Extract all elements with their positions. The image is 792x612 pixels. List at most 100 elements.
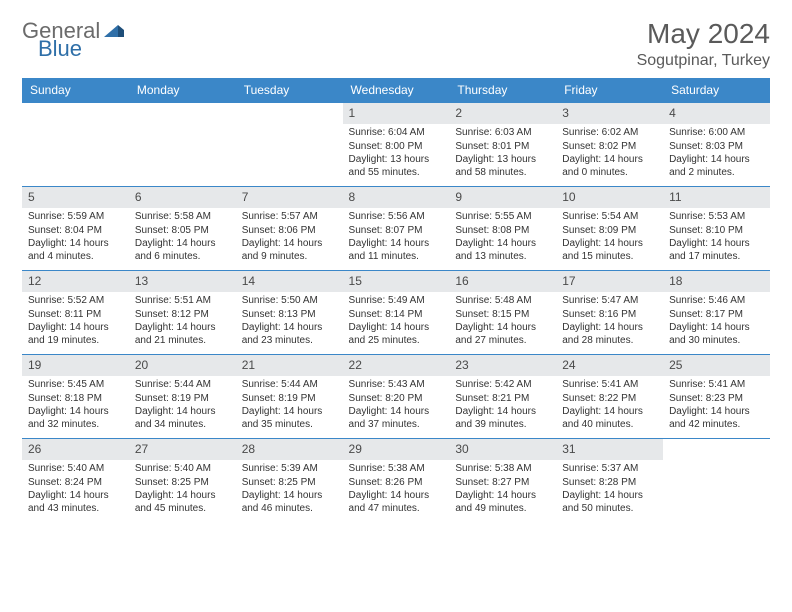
day-number: 12 [22, 271, 129, 292]
daylight-line: Daylight: 14 hours and 35 minutes. [242, 406, 337, 431]
day-number: 22 [343, 355, 450, 376]
day-body: Sunrise: 5:56 AMSunset: 8:07 PMDaylight:… [343, 208, 450, 270]
logo-text-2: Blue [38, 36, 82, 62]
day-body: Sunrise: 5:38 AMSunset: 8:26 PMDaylight:… [343, 460, 450, 522]
sunrise-line: Sunrise: 5:54 AM [562, 211, 657, 224]
daylight-line: Daylight: 14 hours and 30 minutes. [669, 322, 764, 347]
day-cell: 21Sunrise: 5:44 AMSunset: 8:19 PMDayligh… [236, 355, 343, 439]
daylight-line: Daylight: 14 hours and 39 minutes. [455, 406, 550, 431]
sunset-line: Sunset: 8:13 PM [242, 309, 337, 322]
sunrise-line: Sunrise: 5:50 AM [242, 295, 337, 308]
day-number: 3 [556, 103, 663, 124]
day-cell: 2Sunrise: 6:03 AMSunset: 8:01 PMDaylight… [449, 103, 556, 187]
day-number: 24 [556, 355, 663, 376]
day-cell: 15Sunrise: 5:49 AMSunset: 8:14 PMDayligh… [343, 271, 450, 355]
day-cell: 30Sunrise: 5:38 AMSunset: 8:27 PMDayligh… [449, 439, 556, 522]
daylight-line: Daylight: 14 hours and 21 minutes. [135, 322, 230, 347]
sunrise-line: Sunrise: 5:53 AM [669, 211, 764, 224]
day-header-wednesday: Wednesday [343, 78, 450, 103]
sunrise-line: Sunrise: 5:52 AM [28, 295, 123, 308]
sunrise-line: Sunrise: 5:45 AM [28, 379, 123, 392]
daylight-line: Daylight: 14 hours and 2 minutes. [669, 154, 764, 179]
sunset-line: Sunset: 8:26 PM [349, 477, 444, 490]
day-number: 18 [663, 271, 770, 292]
title-block: May 2024 Sogutpinar, Turkey [637, 18, 770, 70]
day-body: Sunrise: 5:44 AMSunset: 8:19 PMDaylight:… [236, 376, 343, 438]
sunset-line: Sunset: 8:23 PM [669, 393, 764, 406]
day-number: 15 [343, 271, 450, 292]
sunrise-line: Sunrise: 5:43 AM [349, 379, 444, 392]
week-row: 26Sunrise: 5:40 AMSunset: 8:24 PMDayligh… [22, 439, 770, 522]
sunrise-line: Sunrise: 5:49 AM [349, 295, 444, 308]
day-number: 30 [449, 439, 556, 460]
sunset-line: Sunset: 8:10 PM [669, 225, 764, 238]
daylight-line: Daylight: 14 hours and 0 minutes. [562, 154, 657, 179]
daylight-line: Daylight: 14 hours and 23 minutes. [242, 322, 337, 347]
day-number: 19 [22, 355, 129, 376]
daylight-line: Daylight: 14 hours and 40 minutes. [562, 406, 657, 431]
sunset-line: Sunset: 8:04 PM [28, 225, 123, 238]
day-number: 9 [449, 187, 556, 208]
day-number: 2 [449, 103, 556, 124]
sunset-line: Sunset: 8:00 PM [349, 141, 444, 154]
sunrise-line: Sunrise: 5:44 AM [242, 379, 337, 392]
day-body: Sunrise: 6:02 AMSunset: 8:02 PMDaylight:… [556, 124, 663, 186]
day-body: Sunrise: 5:46 AMSunset: 8:17 PMDaylight:… [663, 292, 770, 354]
day-cell: 17Sunrise: 5:47 AMSunset: 8:16 PMDayligh… [556, 271, 663, 355]
day-body: Sunrise: 5:40 AMSunset: 8:24 PMDaylight:… [22, 460, 129, 522]
day-cell: 18Sunrise: 5:46 AMSunset: 8:17 PMDayligh… [663, 271, 770, 355]
day-number: 16 [449, 271, 556, 292]
sunset-line: Sunset: 8:14 PM [349, 309, 444, 322]
sunset-line: Sunset: 8:19 PM [242, 393, 337, 406]
header: General May 2024 Sogutpinar, Turkey [22, 18, 770, 70]
daylight-line: Daylight: 13 hours and 55 minutes. [349, 154, 444, 179]
day-number: 5 [22, 187, 129, 208]
daylight-line: Daylight: 14 hours and 43 minutes. [28, 490, 123, 515]
day-body: Sunrise: 5:53 AMSunset: 8:10 PMDaylight:… [663, 208, 770, 270]
day-cell: 24Sunrise: 5:41 AMSunset: 8:22 PMDayligh… [556, 355, 663, 439]
sunset-line: Sunset: 8:05 PM [135, 225, 230, 238]
day-cell: 19Sunrise: 5:45 AMSunset: 8:18 PMDayligh… [22, 355, 129, 439]
daylight-line: Daylight: 14 hours and 6 minutes. [135, 238, 230, 263]
sunset-line: Sunset: 8:21 PM [455, 393, 550, 406]
sunrise-line: Sunrise: 6:03 AM [455, 127, 550, 140]
daylight-line: Daylight: 14 hours and 28 minutes. [562, 322, 657, 347]
day-cell: 22Sunrise: 5:43 AMSunset: 8:20 PMDayligh… [343, 355, 450, 439]
day-body: Sunrise: 5:54 AMSunset: 8:09 PMDaylight:… [556, 208, 663, 270]
day-body: Sunrise: 5:58 AMSunset: 8:05 PMDaylight:… [129, 208, 236, 270]
day-header-saturday: Saturday [663, 78, 770, 103]
day-number: 1 [343, 103, 450, 124]
day-number: 27 [129, 439, 236, 460]
day-cell: 16Sunrise: 5:48 AMSunset: 8:15 PMDayligh… [449, 271, 556, 355]
sunset-line: Sunset: 8:15 PM [455, 309, 550, 322]
week-row: 1Sunrise: 6:04 AMSunset: 8:00 PMDaylight… [22, 103, 770, 187]
sunset-line: Sunset: 8:11 PM [28, 309, 123, 322]
day-body: Sunrise: 5:45 AMSunset: 8:18 PMDaylight:… [22, 376, 129, 438]
day-cell: 14Sunrise: 5:50 AMSunset: 8:13 PMDayligh… [236, 271, 343, 355]
sunset-line: Sunset: 8:08 PM [455, 225, 550, 238]
sunrise-line: Sunrise: 5:59 AM [28, 211, 123, 224]
day-body: Sunrise: 5:52 AMSunset: 8:11 PMDaylight:… [22, 292, 129, 354]
day-body: Sunrise: 5:43 AMSunset: 8:20 PMDaylight:… [343, 376, 450, 438]
day-body: Sunrise: 5:38 AMSunset: 8:27 PMDaylight:… [449, 460, 556, 522]
day-cell: 9Sunrise: 5:55 AMSunset: 8:08 PMDaylight… [449, 187, 556, 271]
sunset-line: Sunset: 8:02 PM [562, 141, 657, 154]
sunset-line: Sunset: 8:24 PM [28, 477, 123, 490]
sunrise-line: Sunrise: 5:40 AM [28, 463, 123, 476]
day-body: Sunrise: 5:59 AMSunset: 8:04 PMDaylight:… [22, 208, 129, 270]
day-number: 4 [663, 103, 770, 124]
daylight-line: Daylight: 14 hours and 25 minutes. [349, 322, 444, 347]
daylight-line: Daylight: 14 hours and 15 minutes. [562, 238, 657, 263]
sunset-line: Sunset: 8:28 PM [562, 477, 657, 490]
sunset-line: Sunset: 8:18 PM [28, 393, 123, 406]
daylight-line: Daylight: 14 hours and 49 minutes. [455, 490, 550, 515]
day-body: Sunrise: 5:42 AMSunset: 8:21 PMDaylight:… [449, 376, 556, 438]
day-body: Sunrise: 5:50 AMSunset: 8:13 PMDaylight:… [236, 292, 343, 354]
day-number: 20 [129, 355, 236, 376]
day-cell: 25Sunrise: 5:41 AMSunset: 8:23 PMDayligh… [663, 355, 770, 439]
day-body: Sunrise: 5:48 AMSunset: 8:15 PMDaylight:… [449, 292, 556, 354]
day-body: Sunrise: 5:49 AMSunset: 8:14 PMDaylight:… [343, 292, 450, 354]
daylight-line: Daylight: 14 hours and 13 minutes. [455, 238, 550, 263]
day-number: 13 [129, 271, 236, 292]
sunrise-line: Sunrise: 6:00 AM [669, 127, 764, 140]
